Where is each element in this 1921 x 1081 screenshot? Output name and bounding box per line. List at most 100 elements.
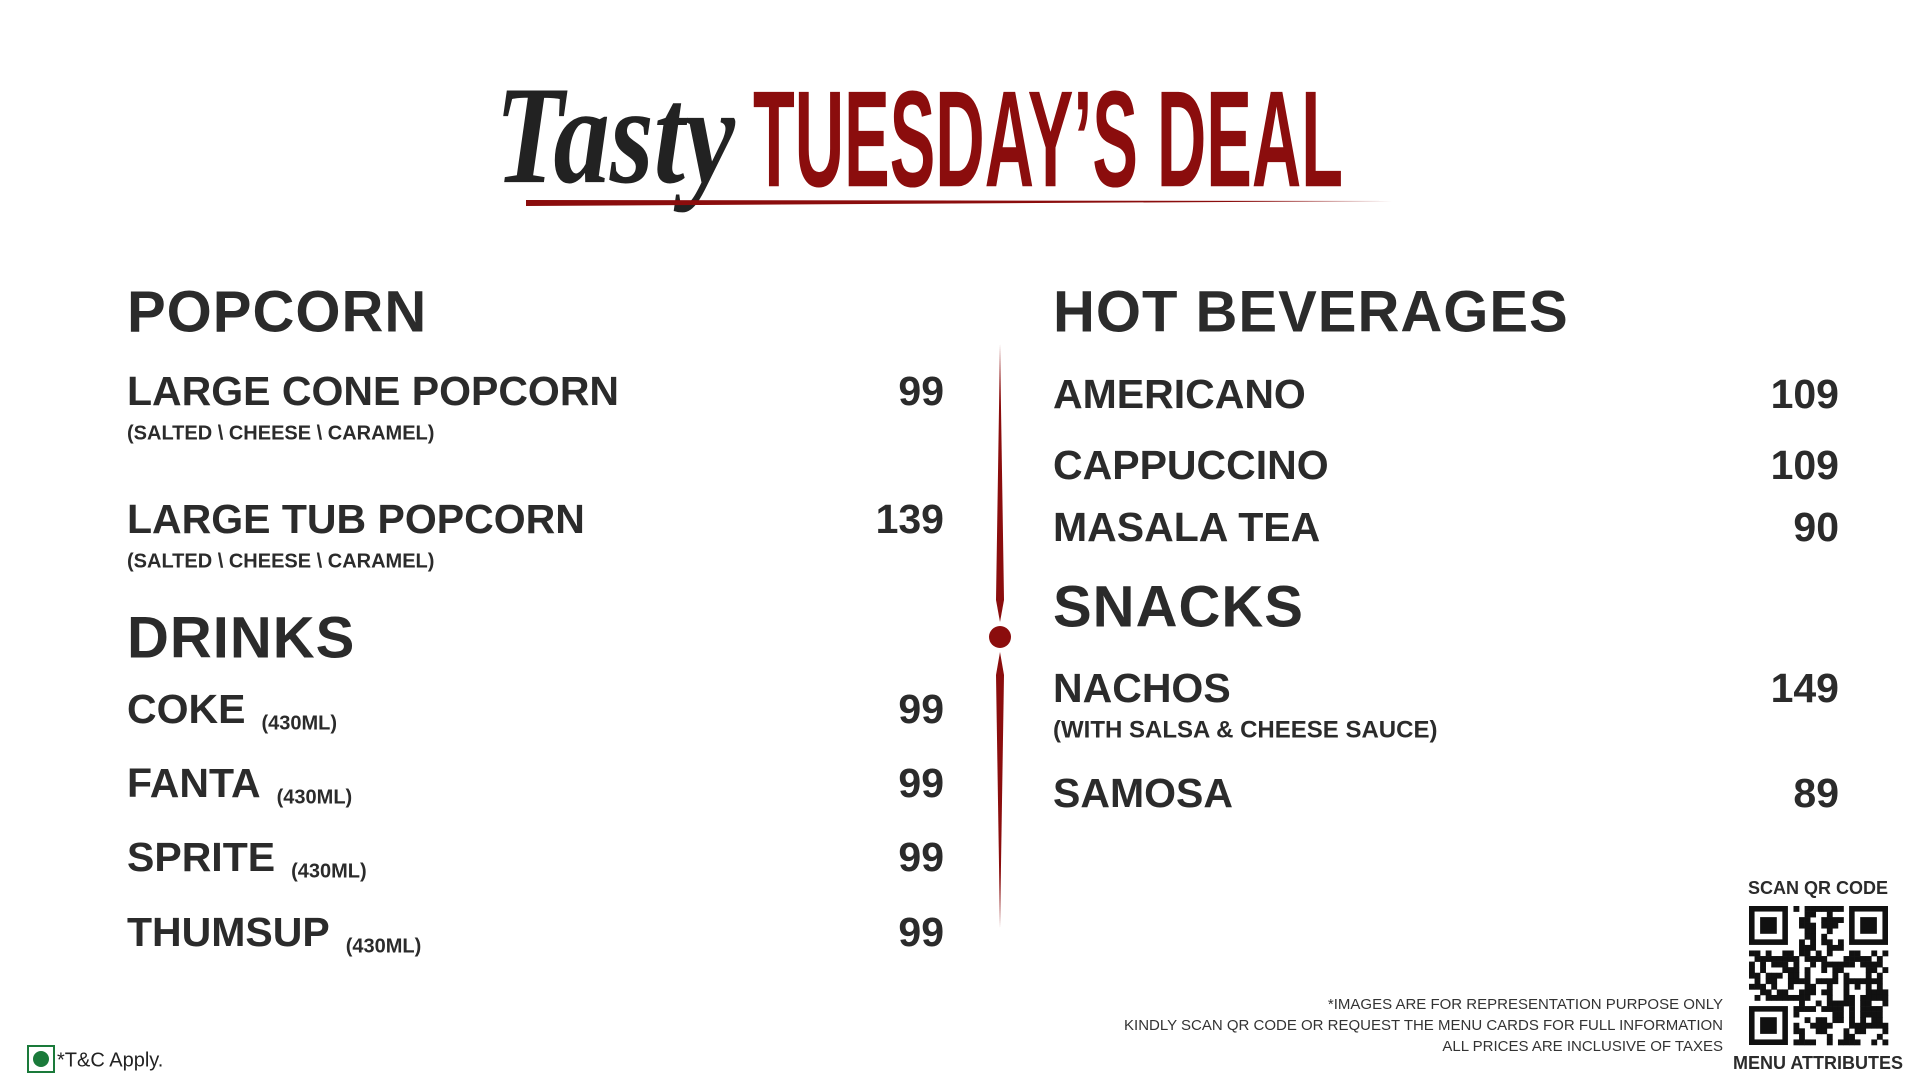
qr-module	[1882, 967, 1889, 974]
qr-module	[1804, 956, 1811, 962]
qr-module	[1804, 989, 1811, 996]
qr-module	[1804, 928, 1811, 935]
qr-module	[1765, 989, 1772, 996]
qr-module	[1826, 917, 1833, 923]
qr-module	[1799, 917, 1805, 923]
qr-code	[1749, 906, 1889, 1046]
qr-module	[1849, 1000, 1855, 1007]
item-note: (SALTED \ CHEESE \ CARAMEL)	[127, 422, 434, 444]
qr-module	[1865, 956, 1872, 962]
qr-module	[1843, 1028, 1850, 1035]
qr-module	[1849, 1033, 1855, 1040]
qr-module	[1860, 1017, 1867, 1024]
qr-module	[1765, 950, 1772, 957]
qr-module	[1860, 1006, 1867, 1012]
qr-module	[1821, 906, 1828, 912]
qr-module	[1826, 994, 1833, 1001]
item-note: (WITH SALSA & CHEESE SAUCE)	[1053, 716, 1437, 743]
qr-module	[1860, 1011, 1867, 1018]
qr-module	[1826, 989, 1833, 996]
qr-module	[1799, 989, 1805, 996]
qr-module	[1804, 1039, 1811, 1046]
qr-module	[1860, 994, 1867, 1001]
qr-module	[1871, 961, 1878, 968]
qr-module	[1837, 1006, 1844, 1012]
qr-module	[1815, 906, 1822, 912]
qr-module	[1843, 1033, 1850, 1040]
qr-module	[1810, 1039, 1817, 1046]
qr-module	[1776, 961, 1783, 968]
qr-module	[1821, 939, 1828, 946]
qr-module	[1804, 917, 1811, 923]
qr-module	[1865, 972, 1872, 979]
qr-module	[1787, 983, 1794, 990]
qr-module	[1882, 1022, 1889, 1029]
qr-module	[1810, 939, 1817, 946]
qr-module	[1860, 956, 1867, 962]
qr-module	[1837, 961, 1844, 968]
qr-module	[1882, 1039, 1889, 1046]
qr-module	[1837, 1011, 1844, 1018]
qr-module	[1760, 983, 1766, 990]
qr-module	[1876, 989, 1883, 996]
qr-module	[1865, 983, 1872, 990]
qr-module	[1865, 961, 1872, 968]
qr-module	[1882, 989, 1889, 996]
qr-module	[1771, 972, 1778, 979]
qr-module	[1799, 1006, 1805, 1012]
qr-module	[1876, 972, 1883, 979]
item-price: 99	[898, 368, 944, 414]
item-price: 89	[1793, 770, 1839, 816]
qr-module	[1849, 978, 1855, 985]
item-price: 139	[876, 496, 944, 542]
qr-module	[1799, 994, 1805, 1001]
qr-module	[1865, 1000, 1872, 1007]
qr-module	[1804, 972, 1811, 979]
qr-module	[1854, 978, 1861, 985]
qr-module	[1871, 967, 1878, 974]
item-name: AMERICANO	[1053, 371, 1306, 417]
qr-module	[1804, 983, 1811, 990]
qr-module	[1871, 989, 1878, 996]
qr-module	[1793, 994, 1800, 1001]
qr-module	[1821, 1028, 1828, 1035]
qr-module	[1821, 956, 1828, 962]
qr-module	[1804, 944, 1811, 951]
qr-module	[1832, 972, 1839, 979]
qr-module	[1760, 956, 1766, 962]
qr-module	[1754, 972, 1761, 979]
qr-module	[1821, 978, 1828, 985]
qr-module	[1754, 994, 1761, 1001]
qr-module	[1749, 983, 1755, 990]
qr-module	[1821, 989, 1828, 996]
item-price: 99	[898, 686, 944, 732]
qr-module	[1771, 961, 1778, 968]
qr-module	[1804, 994, 1811, 1001]
qr-module	[1826, 922, 1833, 929]
qr-module	[1854, 950, 1861, 957]
qr-module	[1771, 983, 1778, 990]
item-price: 99	[898, 909, 944, 955]
qr-module	[1832, 1006, 1839, 1012]
qr-module	[1843, 983, 1850, 990]
divider-dot	[989, 626, 1011, 648]
item-price: 109	[1771, 442, 1839, 488]
item-note: (430ML)	[346, 935, 422, 957]
qr-module	[1826, 1000, 1833, 1007]
qr-module	[1776, 989, 1783, 996]
qr-module	[1832, 1000, 1839, 1007]
qr-module	[1749, 950, 1755, 957]
qr-module	[1804, 978, 1811, 985]
qr-module	[1787, 967, 1794, 974]
qr-module	[1860, 978, 1867, 985]
qr-module	[1843, 994, 1850, 1001]
qr-module	[1799, 1028, 1805, 1035]
qr-module	[1876, 1006, 1883, 1012]
qr-module	[1865, 989, 1872, 996]
qr-module	[1849, 1039, 1855, 1046]
qr-module	[1754, 983, 1761, 990]
qr-module	[1793, 1039, 1800, 1046]
qr-module	[1876, 978, 1883, 985]
qr-module	[1865, 1022, 1872, 1029]
qr-module	[1804, 906, 1811, 912]
